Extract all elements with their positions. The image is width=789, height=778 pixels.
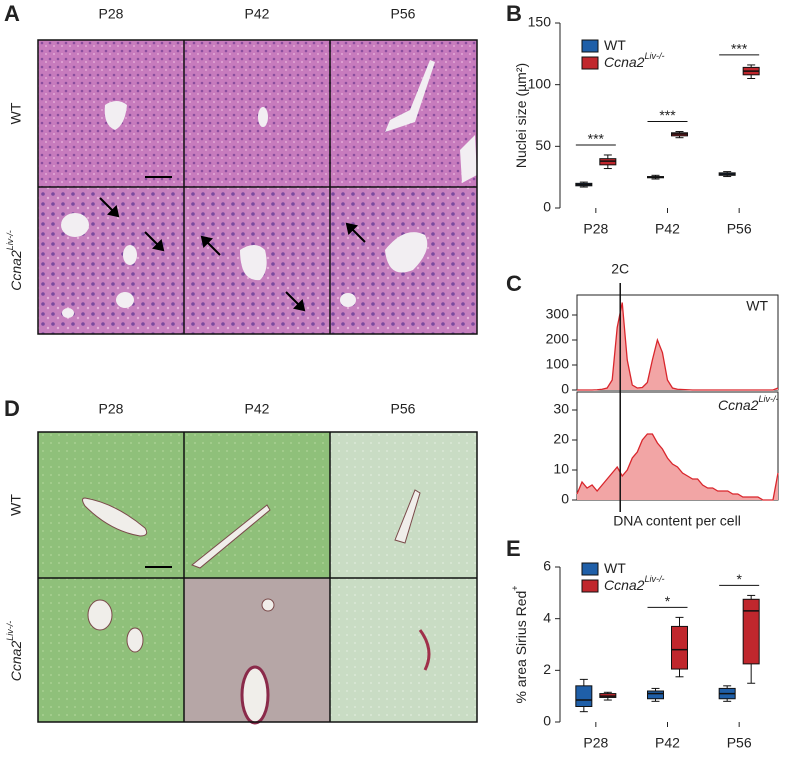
- subplot-label: Ccna2Liv-/-: [718, 394, 778, 412]
- y-tick-label: 100: [528, 75, 552, 91]
- y-axis-label-sup: +: [510, 585, 520, 590]
- panel-label: C: [506, 271, 522, 296]
- histogram-fill: [577, 302, 778, 390]
- row-label-sup: Liv-/-: [5, 230, 15, 250]
- legend-label: WT: [604, 560, 626, 576]
- box: [575, 685, 593, 707]
- legend-label: WT: [604, 37, 626, 53]
- histogram-line: [577, 302, 779, 391]
- column-label: P56: [391, 401, 416, 417]
- histology-a: [37, 39, 478, 335]
- legend-swatch: [581, 56, 599, 70]
- y-tick-label: 150: [528, 14, 552, 30]
- legend-label-sup: Liv-/-: [644, 574, 664, 584]
- subplot-label: WT: [746, 298, 768, 314]
- legend-swatch: [581, 579, 599, 593]
- x-tick-label: P56: [727, 221, 752, 237]
- y-tick-label: 0: [561, 381, 569, 397]
- legend-swatch: [581, 39, 599, 53]
- significance-label: ***: [588, 131, 605, 147]
- row-label: WT: [8, 494, 24, 516]
- significance-label: ***: [659, 107, 676, 123]
- y-axis-label: Nuclei size (µm²): [513, 63, 529, 168]
- box: [671, 625, 688, 670]
- legend-label-base: WT: [604, 560, 626, 576]
- y-axis-label: % area Sirius Red+: [510, 585, 528, 703]
- y-tick-label: 0: [561, 491, 569, 507]
- histology-d: [37, 431, 478, 725]
- subplot-label-sup: Liv-/-: [758, 394, 778, 404]
- column-label: P28: [99, 6, 124, 22]
- x-tick-label: P56: [727, 735, 752, 751]
- legend-label-base: Ccna2: [604, 577, 645, 593]
- panel-label: A: [4, 1, 20, 26]
- row-label-base: Ccna2: [8, 250, 24, 291]
- row-label: Ccna2Liv-/-: [5, 621, 23, 681]
- x-tick-label: P42: [655, 735, 680, 751]
- y-tick-label: 300: [546, 306, 570, 322]
- y-tick-label: 50: [535, 137, 551, 153]
- box: [647, 690, 664, 700]
- y-axis-label-base: Nuclei size (µm²): [513, 63, 529, 168]
- legend-label-base: Ccna2: [604, 54, 645, 70]
- x-tick-label: P28: [583, 221, 608, 237]
- y-axis-label-base: % area Sirius Red: [513, 591, 529, 704]
- y-tick-label: 200: [546, 331, 570, 347]
- x-axis-label: DNA content per cell: [613, 513, 741, 529]
- y-tick-label: 6: [543, 558, 551, 574]
- row-label-base: Ccna2: [8, 641, 24, 682]
- legend-label-sup: Liv-/-: [644, 51, 664, 61]
- column-label: P42: [245, 401, 270, 417]
- x-tick-label: P42: [655, 221, 680, 237]
- subplot-label-base: Ccna2: [718, 397, 759, 413]
- row-label-sup: Liv-/-: [5, 621, 15, 641]
- y-tick-label: 30: [553, 401, 569, 417]
- panel-label: B: [506, 1, 522, 26]
- legend-label: Ccna2Liv-/-: [604, 574, 664, 592]
- row-label: Ccna2Liv-/-: [5, 230, 23, 290]
- y-tick-label: 0: [543, 713, 551, 729]
- column-label: P28: [99, 401, 124, 417]
- legend-label: Ccna2Liv-/-: [604, 51, 664, 69]
- column-label: P42: [245, 6, 270, 22]
- column-label: P56: [391, 6, 416, 22]
- x-tick-label: P28: [583, 735, 608, 751]
- y-tick-label: 100: [546, 356, 570, 372]
- y-tick-label: 10: [553, 461, 569, 477]
- row-label: WT: [8, 102, 24, 124]
- y-tick-label: 4: [543, 609, 551, 625]
- significance-label: *: [665, 593, 671, 609]
- box: [742, 598, 760, 665]
- y-tick-label: 2: [543, 661, 551, 677]
- y-tick-label: 0: [543, 199, 551, 215]
- panel-label: E: [506, 536, 521, 561]
- significance-label: *: [736, 571, 742, 587]
- significance-label: ***: [731, 41, 748, 57]
- histogram-line: [576, 433, 779, 501]
- y-tick-label: 20: [553, 431, 569, 447]
- legend-label-base: WT: [604, 37, 626, 53]
- legend-swatch: [581, 562, 599, 576]
- panel-label: D: [4, 396, 20, 421]
- marker-label: 2C: [611, 261, 629, 277]
